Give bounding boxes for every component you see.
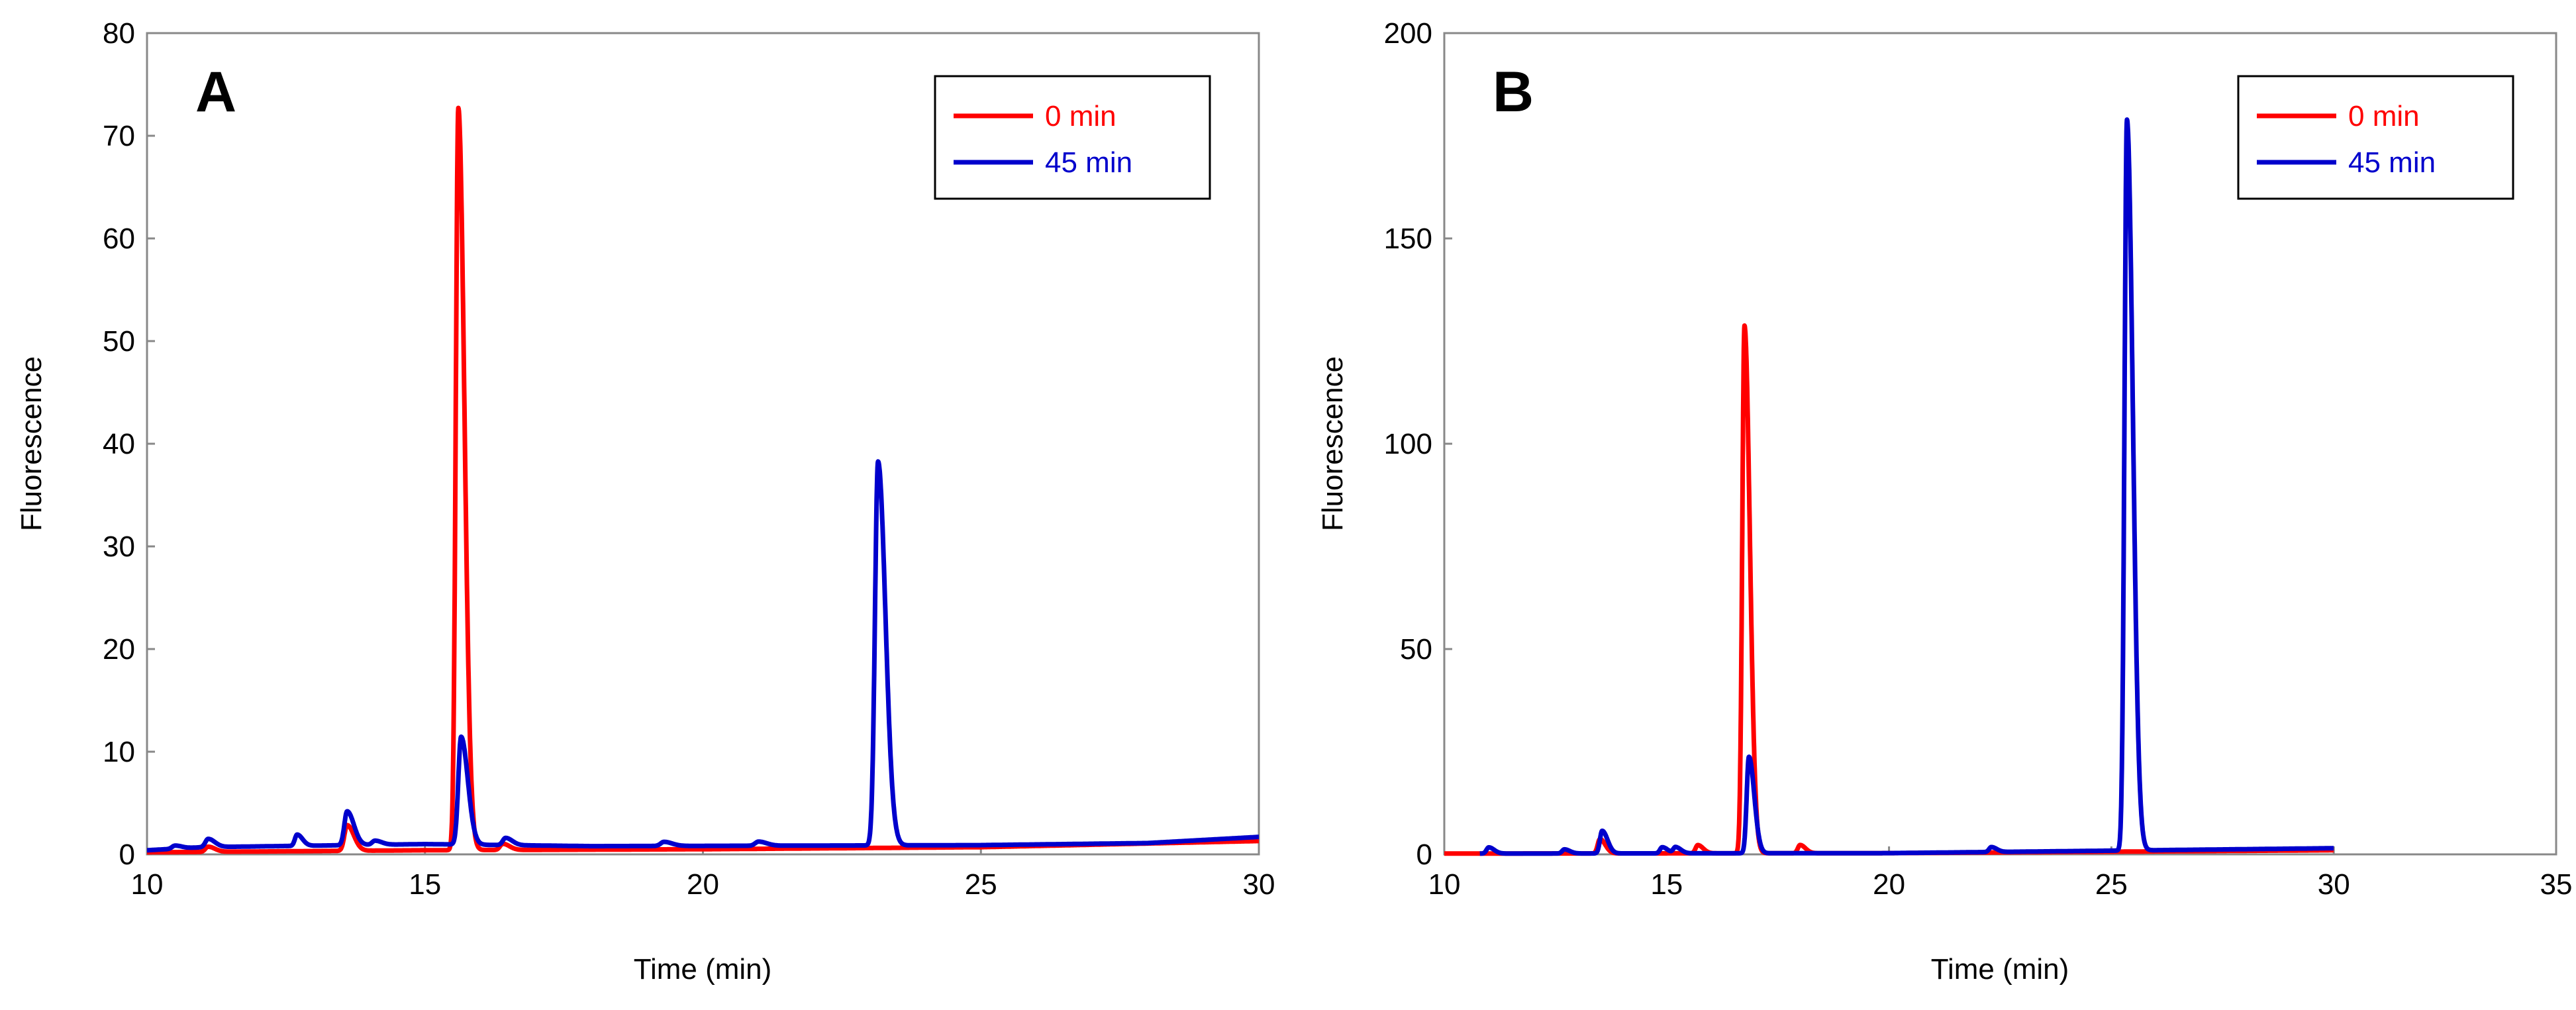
series-line-45-min xyxy=(1477,117,2336,856)
legend: 0 min 45 min xyxy=(934,75,1211,200)
y-tick-label: 100 xyxy=(1384,428,1432,460)
legend: 0 min 45 min xyxy=(2237,75,2514,200)
y-axis-title: Fluorescence xyxy=(15,356,48,531)
y-tick-label: 20 xyxy=(103,633,135,666)
y-axis-title: Fluorescence xyxy=(1316,356,1349,531)
legend-label-0-min: 0 min xyxy=(2348,100,2420,132)
panel-label: B xyxy=(1493,60,1534,124)
x-tick-label: 30 xyxy=(1243,868,1275,901)
y-tick-label: 40 xyxy=(103,428,135,460)
x-tick-label: 30 xyxy=(2318,868,2350,901)
legend-label-0-min: 0 min xyxy=(1045,100,1116,132)
series-layer xyxy=(144,105,1262,855)
y-tick-label: 80 xyxy=(103,17,135,50)
x-tick-label: 20 xyxy=(1873,868,1905,901)
axis-ticks: 10 15 20 25 30 35 0 50 100 150 200 xyxy=(1384,17,2573,901)
y-tick-label: 0 xyxy=(1416,838,1432,871)
y-tick-label: 50 xyxy=(103,325,135,358)
x-axis-title: Time (min) xyxy=(634,953,772,985)
y-tick-label: 50 xyxy=(1400,633,1432,666)
legend-box xyxy=(2237,75,2514,200)
legend-box xyxy=(934,75,1211,200)
y-tick-label: 30 xyxy=(103,530,135,563)
x-tick-label: 10 xyxy=(131,868,164,901)
series-layer xyxy=(1442,117,2336,856)
x-tick-label: 15 xyxy=(1650,868,1683,901)
y-tick-label: 150 xyxy=(1384,223,1432,255)
x-tick-label: 10 xyxy=(1428,868,1461,901)
x-tick-label: 35 xyxy=(2540,868,2573,901)
x-tick-label: 25 xyxy=(2095,868,2128,901)
x-tick-label: 20 xyxy=(687,868,719,901)
x-axis-title: Time (min) xyxy=(1931,953,2069,985)
series-line-45-min xyxy=(144,459,1262,853)
legend-label-45-min: 45 min xyxy=(1045,146,1132,179)
y-tick-label: 0 xyxy=(119,838,135,871)
y-tick-label: 200 xyxy=(1384,17,1432,50)
panel-label: A xyxy=(195,60,236,124)
x-tick-label: 15 xyxy=(409,868,441,901)
y-tick-label: 70 xyxy=(103,120,135,152)
y-tick-label: 60 xyxy=(103,223,135,255)
x-tick-label: 25 xyxy=(965,868,997,901)
chart-panel-b: 10 15 20 25 30 35 0 50 100 150 200 B Time (min) Fl… xyxy=(1316,17,2572,985)
legend-label-45-min: 45 min xyxy=(2348,146,2436,179)
y-tick-label: 10 xyxy=(103,736,135,768)
